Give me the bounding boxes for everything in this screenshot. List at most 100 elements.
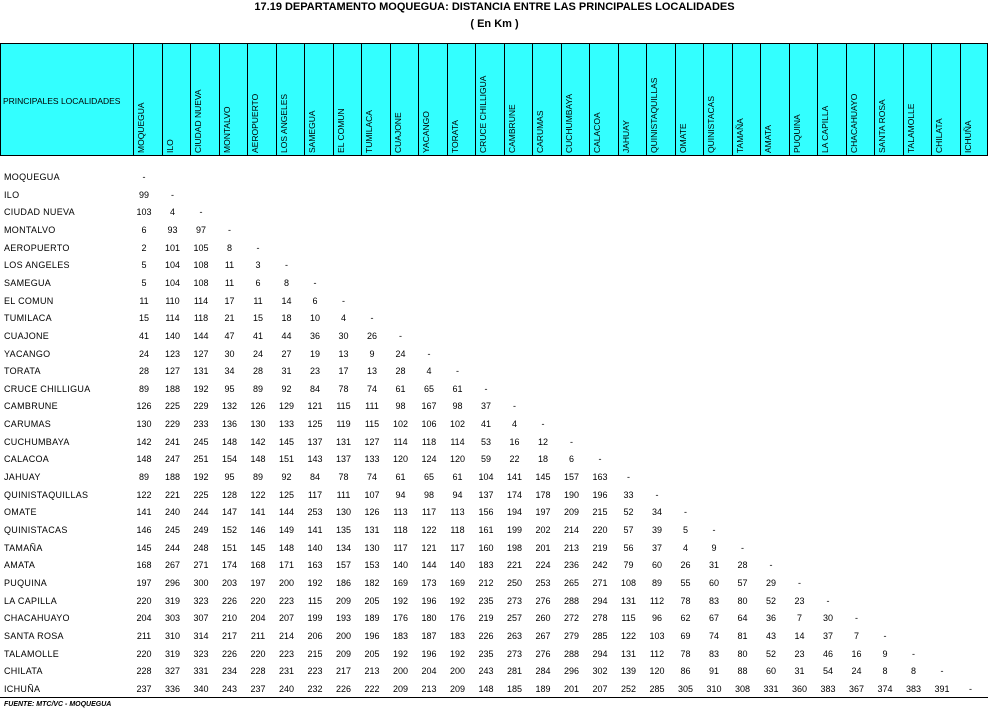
cell: 294 [592, 595, 608, 606]
cell: 28 [395, 366, 406, 377]
cell: 323 [193, 595, 209, 606]
cell: 6 [255, 277, 261, 288]
cell: 115 [336, 401, 351, 412]
cell: 187 [421, 630, 437, 641]
row-label: CALACOA [4, 454, 50, 465]
column-separator [332, 44, 334, 155]
cell: 55 [680, 577, 691, 588]
cell: 169 [392, 577, 409, 588]
cell: 118 [193, 313, 209, 324]
row-label: YACANGO [4, 348, 51, 359]
cell: 131 [620, 648, 637, 659]
cell: 126 [250, 401, 266, 412]
cell: 11 [139, 295, 149, 306]
cell: 44 [281, 330, 292, 341]
cell: 294 [592, 648, 608, 659]
cell: 212 [478, 577, 494, 588]
cell: 263 [506, 630, 523, 641]
cell: 271 [592, 577, 608, 588]
cell: 225 [164, 401, 181, 412]
cell: 91 [708, 666, 719, 677]
cell: 16 [509, 436, 520, 447]
cell: 59 [480, 454, 491, 465]
cell: 95 [224, 383, 235, 394]
column-separator [446, 44, 448, 155]
cell: 34 [651, 507, 662, 518]
cell: 220 [592, 525, 608, 535]
cell: 24 [138, 348, 149, 359]
cell: 98 [423, 489, 434, 500]
column-separator [589, 44, 590, 155]
cell: 79 [623, 560, 634, 571]
cell: 89 [252, 472, 263, 483]
cell: 130 [250, 419, 266, 430]
cell: 17 [338, 366, 349, 377]
cell: 250 [506, 577, 523, 588]
cell: 200 [278, 577, 295, 588]
cell: - [598, 454, 602, 465]
row-label: QUINISTAQUILLAS [4, 489, 89, 500]
cell: 253 [307, 507, 323, 518]
cell: 213 [421, 683, 437, 694]
row-label: QUINISTACAS [4, 525, 68, 535]
cell: 9 [882, 648, 888, 659]
cell: 145 [250, 542, 266, 553]
cell: 97 [195, 224, 206, 235]
cell: - [712, 525, 716, 535]
row-label: CARUMAS [4, 419, 52, 430]
cell: 141 [136, 507, 152, 518]
row-label: CUCHUMBAYA [4, 436, 70, 447]
row-label: TALAMOLLE [4, 648, 60, 659]
cell: 30 [224, 348, 235, 359]
cell: 200 [335, 630, 352, 641]
cell: 94 [395, 489, 406, 500]
cell: 78 [338, 472, 349, 483]
cell: 36 [765, 613, 776, 624]
cell: 117 [307, 489, 323, 500]
title: 17.19 DEPARTAMENTO MOQUEGUA: DISTANCIA E… [254, 1, 735, 13]
cell: 65 [423, 383, 434, 394]
cell: 89 [138, 383, 149, 394]
column-header: CHACAHUAYO [848, 93, 859, 153]
cell: 67 [708, 613, 719, 624]
cell: 30 [822, 613, 833, 624]
cell: - [342, 295, 345, 306]
cell: 136 [221, 419, 238, 430]
cell: 114 [165, 313, 180, 324]
cell: 27 [281, 348, 292, 359]
cell: 18 [537, 454, 548, 465]
cell: 202 [535, 525, 551, 535]
cell: 78 [680, 648, 691, 659]
cell: 69 [680, 630, 691, 641]
cell: 62 [680, 613, 691, 624]
cell: 163 [592, 472, 608, 483]
cell: 247 [164, 454, 181, 465]
cell: 47 [224, 330, 235, 341]
table-header: PRINCIPALES LOCALIDADES MOQUEGUA ILO CIUDA… [0, 43, 988, 156]
cell: 281 [506, 666, 523, 677]
cell: 4 [340, 313, 346, 324]
column-header: QUINISTAQUILLAS [649, 77, 659, 153]
cell: 221 [164, 489, 181, 500]
cell: 5 [141, 277, 147, 288]
cell: 83 [708, 648, 719, 659]
cell: 152 [221, 525, 238, 535]
column-header: CALACOA [592, 112, 602, 153]
cell: 108 [193, 277, 209, 288]
cell: 221 [506, 560, 523, 571]
cell: 276 [535, 595, 551, 606]
cell: 288 [563, 595, 580, 606]
cell: 241 [164, 436, 181, 447]
cell: 26 [366, 330, 377, 341]
cell: 78 [680, 595, 691, 606]
cell: 131 [364, 525, 380, 535]
cell: 182 [364, 577, 380, 588]
cell: 133 [278, 419, 295, 430]
cell: 206 [307, 630, 323, 641]
cell: - [199, 207, 203, 218]
cell: 102 [449, 419, 466, 430]
cell: 209 [335, 595, 352, 606]
cell: 161 [478, 525, 494, 535]
row-label: SANTA ROSA [4, 630, 64, 641]
cell: 41 [480, 419, 491, 430]
